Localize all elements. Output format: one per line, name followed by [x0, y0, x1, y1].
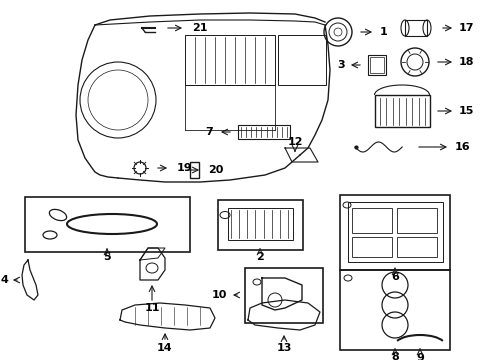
- Text: 1: 1: [379, 27, 387, 37]
- Bar: [374, 95, 429, 127]
- Bar: [347, 202, 442, 262]
- Bar: [339, 270, 449, 350]
- Text: 7: 7: [205, 127, 213, 137]
- Text: 15: 15: [458, 106, 473, 116]
- Bar: [396, 208, 436, 233]
- Bar: [404, 20, 426, 36]
- Bar: [367, 55, 385, 75]
- Text: 20: 20: [207, 165, 223, 175]
- Text: 3: 3: [337, 60, 345, 70]
- Text: 18: 18: [458, 57, 473, 67]
- Bar: [218, 200, 303, 250]
- Bar: [339, 195, 449, 270]
- Text: 17: 17: [458, 23, 473, 33]
- Text: 6: 6: [390, 272, 398, 282]
- Bar: [184, 35, 274, 85]
- Text: 13: 13: [276, 343, 291, 353]
- Text: 12: 12: [286, 137, 302, 147]
- Bar: [190, 162, 199, 178]
- Text: 9: 9: [415, 353, 423, 360]
- Bar: [278, 35, 325, 85]
- Text: 5: 5: [103, 252, 111, 262]
- Text: 8: 8: [390, 352, 398, 360]
- Text: 11: 11: [144, 303, 160, 313]
- Text: 10: 10: [211, 290, 226, 300]
- Bar: [25, 197, 190, 252]
- Bar: [396, 237, 436, 257]
- Bar: [238, 125, 289, 139]
- Text: 21: 21: [192, 23, 207, 33]
- Bar: [227, 208, 292, 240]
- Text: 19: 19: [177, 163, 192, 173]
- Text: 2: 2: [256, 252, 264, 262]
- Bar: [369, 57, 383, 73]
- Bar: [351, 208, 391, 233]
- Text: 16: 16: [454, 142, 469, 152]
- Bar: [244, 268, 323, 323]
- Bar: [351, 237, 391, 257]
- Text: 4: 4: [0, 275, 8, 285]
- Text: 14: 14: [157, 343, 172, 353]
